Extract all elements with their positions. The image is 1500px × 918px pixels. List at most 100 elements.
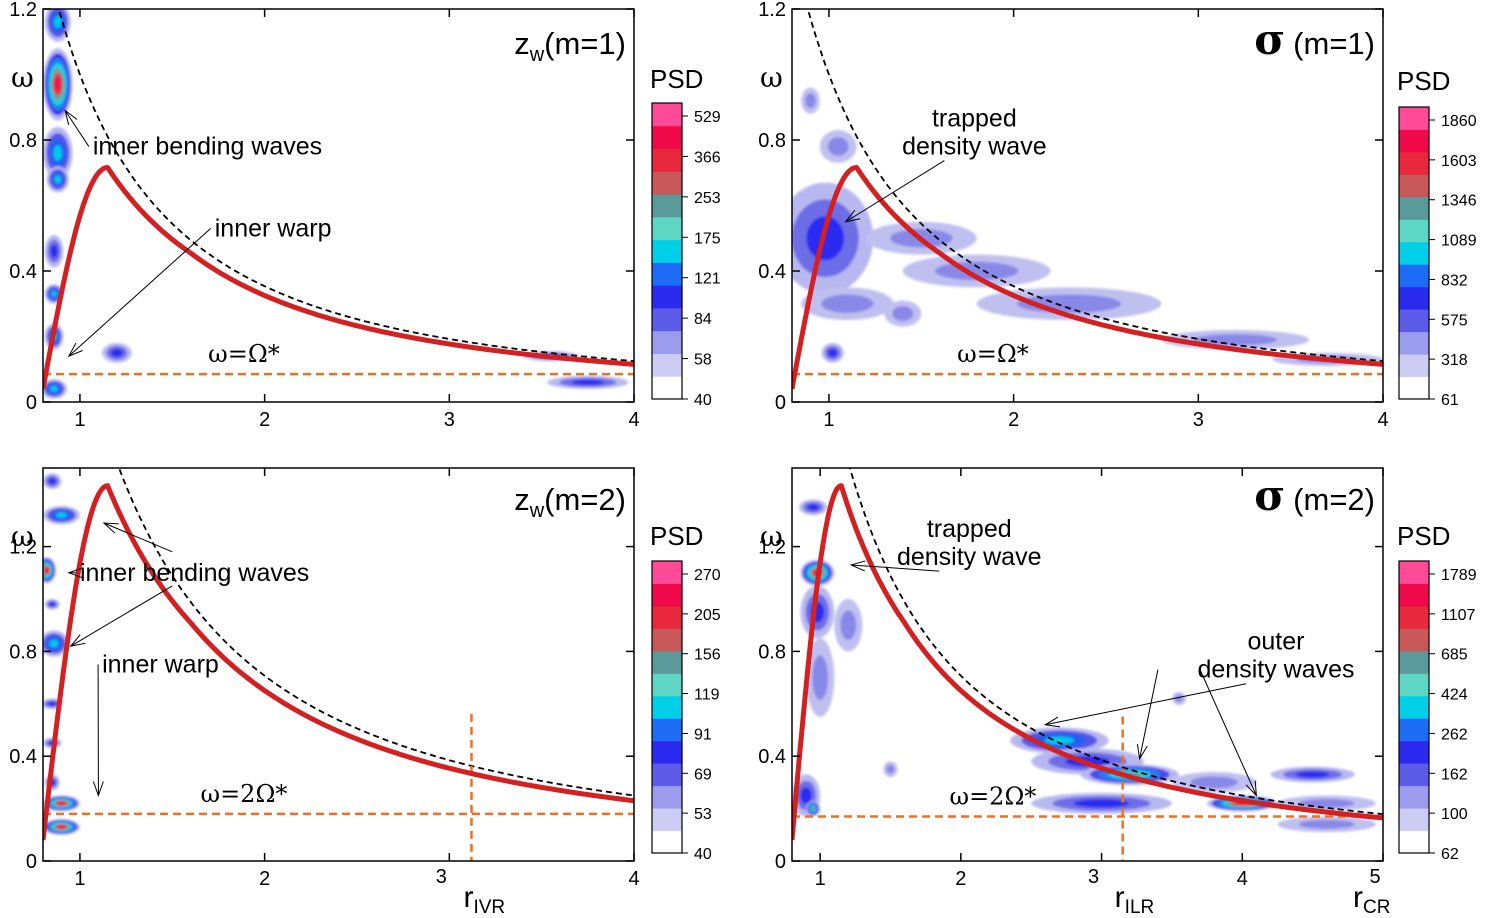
annotation-arrowhead [102,522,119,534]
psd-blob [800,787,812,804]
y-tick-label: 1.2 [9,537,37,559]
colorbar-swatch [652,628,682,652]
colorbar-swatch [652,830,682,854]
annotation-text: trapped [927,515,1012,543]
colorbar-swatch [652,376,682,400]
colorbar-tick-label: 69 [694,766,712,783]
pattern-speed-label: ω=Ω* [957,340,1029,368]
frequency-red-curve [792,165,1383,390]
colorbar-frame [651,560,683,854]
colorbar-swatch [1399,561,1429,584]
psd-blob [807,504,819,511]
colorbar-tick-label: 119 [694,687,720,704]
panel-title: σ (m=2) [1254,471,1375,520]
colorbar-tick-label: 1089 [1441,233,1477,250]
corotation-label: rCR [1353,881,1390,918]
psd-blob [1298,798,1355,808]
y-axis-label: ω [11,520,34,553]
colorbar-swatch [652,561,682,584]
y-tick-label: 0.8 [758,641,786,663]
colorbar-tick-label: 1603 [1441,153,1477,170]
psd-blob [840,610,857,641]
y-tick-label: 0.8 [9,130,37,152]
colorbar-tick-label: 91 [694,726,712,743]
y-tick-label: 0 [775,392,786,414]
annotation-text: inner warp [215,214,332,242]
title-mode: (m=2) [1293,482,1375,517]
y-tick-label: 1.2 [758,0,786,21]
psd-blob [1174,694,1183,703]
plot-frame [791,8,1384,403]
colorbar-swatch [652,103,682,127]
x-tick-label: 1 [74,409,85,431]
panel-p2: 1 2 3 4 0 0.4 0.8 1.2 ω σ (m=1) ω=Ω* trappeddensity … [758,0,1477,431]
colorbar-swatch [1399,264,1429,288]
psd-blob [50,385,58,392]
psd-blob [50,244,58,258]
colorbar-swatch [652,262,682,286]
annotation-arrowhead [67,567,84,579]
plot-frame [42,8,635,403]
annotation-line [70,585,173,647]
colorbar-swatch [652,650,682,674]
colorbar-swatch [652,808,682,832]
colorbar-swatch [652,307,682,332]
annotation-line [851,564,940,572]
colorbar-swatch [1399,241,1429,265]
colorbar-swatch [1399,174,1429,198]
x-tick-label: 2 [259,409,270,431]
resonance-label-main: r [1115,881,1125,914]
psd-blob [821,294,874,314]
x-tick-label: 5 [1369,866,1380,888]
colorbar-swatch [1399,695,1429,719]
psd-blob [48,478,56,485]
psd-blob [49,602,56,607]
colorbar-tick-label: 121 [694,271,721,288]
plot-frame [791,467,1384,862]
title-mode: (m=2) [544,482,626,517]
colorbar-swatch [1399,107,1429,130]
psd-blob [58,824,65,829]
colorbar-swatch [1399,605,1429,629]
colorbar-swatch [1399,219,1429,243]
psd-blob [58,801,65,806]
colorbar-tick-label: 262 [1441,726,1468,743]
annotation-arrowhead [92,781,104,797]
y-tick-label: 0.4 [9,746,37,768]
colorbar-tick-label: 253 [694,190,721,207]
colorbar-tick-label: 61 [1441,392,1459,409]
annotation-arrowhead [64,109,78,126]
colorbar-swatch [652,785,682,809]
psd-blob [811,806,816,811]
frequency-red-curve [792,483,1383,841]
resonance-label-main: r [463,881,473,914]
psd-blob [55,512,68,518]
psd-blob [51,290,57,297]
annotation-arrowhead [1136,744,1148,761]
annotation-text: density waves [1197,656,1354,684]
colorbar-swatch [652,171,682,195]
colorbar-swatch [652,148,682,172]
resonance-label-sub: ILR [1125,897,1155,918]
panel-title: zw(m=2) [514,482,626,522]
colorbar-tick-label: 1789 [1441,567,1477,584]
colorbar-swatch [1399,331,1429,355]
x-tick-label: 4 [628,409,639,431]
colorbar-tick-label: 575 [1441,312,1468,329]
psd-blob [1193,334,1278,346]
colorbar-swatch [1399,354,1429,378]
colorbar-swatch [652,125,682,150]
colorbar-swatch [1399,196,1429,220]
annotation-text: inner warp [102,651,219,679]
colorbar-title: PSD [1397,521,1450,551]
psd-blob [828,349,837,357]
psd-blob [1298,819,1355,829]
title-var: σ [1254,15,1285,64]
colorbar-tick-label: 175 [694,230,721,247]
colorbar-swatch [1399,673,1429,697]
annotation-line [1199,669,1257,796]
y-tick-label: 0.4 [758,746,786,768]
keplerian-dashed-curve [848,468,1383,815]
